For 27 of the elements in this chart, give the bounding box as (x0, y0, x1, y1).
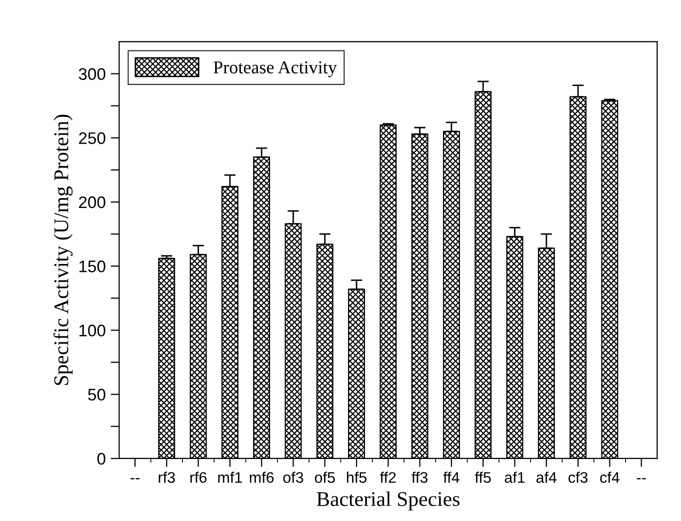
x-tick-label: hf5 (346, 472, 367, 483)
x-tick-label: af1 (504, 472, 525, 483)
y-tick-label: 50 (88, 388, 106, 401)
y-tick-label: 250 (79, 132, 106, 144)
y-tick-label: 200 (79, 196, 106, 208)
y-tick-label: 150 (79, 260, 106, 272)
y-axis-title: Specific Activity (U/mg Protein) (53, 114, 73, 385)
x-tick-label: cf3 (568, 472, 588, 483)
x-tick-label: -- (130, 478, 140, 480)
x-tick-label: of3 (283, 472, 304, 483)
x-tick-label: mf1 (218, 472, 242, 483)
x-axis-title: Bacterial Species (316, 491, 460, 510)
x-tick-label: ff4 (443, 472, 460, 483)
legend-label: Protease Activity (214, 61, 337, 78)
x-tick-label: cf4 (600, 472, 620, 483)
x-tick-label: rf3 (158, 472, 175, 483)
y-tick-label: 0 (97, 452, 106, 465)
x-tick-label: ff2 (380, 472, 396, 483)
x-tick-label: af4 (536, 472, 557, 483)
y-tick-label: 100 (79, 324, 106, 336)
x-tick-label: rf6 (190, 472, 207, 483)
x-tick-label: ff5 (474, 472, 491, 483)
x-tick-label: -- (636, 478, 646, 480)
x-tick-label: of5 (314, 472, 335, 483)
y-tick-label: 300 (78, 68, 106, 80)
x-tick-label: mf6 (250, 472, 274, 483)
x-tick-label: ff3 (412, 472, 428, 483)
